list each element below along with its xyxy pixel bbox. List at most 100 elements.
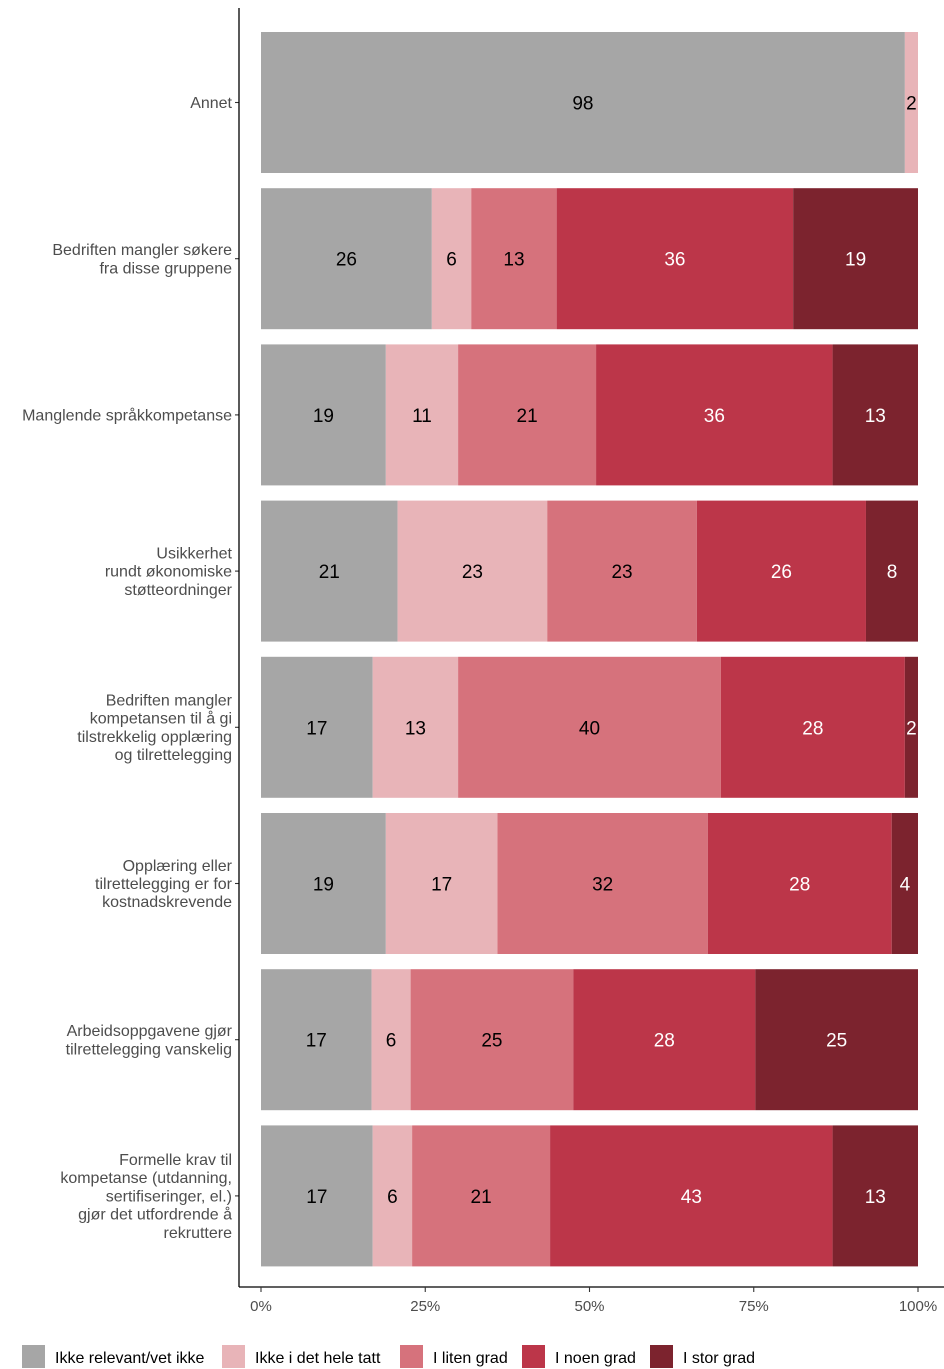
bar-segment bbox=[261, 500, 398, 642]
data-label: 2 bbox=[906, 718, 917, 739]
bar-segment bbox=[261, 813, 386, 954]
bar-segment bbox=[547, 500, 697, 642]
legend-item: I stor grad bbox=[650, 1345, 755, 1368]
bar-segment bbox=[720, 656, 905, 798]
data-label: 17 bbox=[306, 1031, 327, 1052]
category-label: Usikkerhet rundt økonomiske støtteordninge… bbox=[105, 545, 233, 598]
legend-item: Ikke relevant/vet ikke bbox=[22, 1345, 205, 1368]
bar-segment bbox=[261, 969, 372, 1111]
data-label: 17 bbox=[306, 718, 327, 739]
bar-segment bbox=[410, 969, 574, 1111]
data-label: 11 bbox=[412, 406, 432, 427]
data-label: 40 bbox=[579, 718, 600, 739]
data-label: 17 bbox=[306, 1187, 327, 1208]
bars-layer bbox=[261, 32, 918, 1267]
bar-segment bbox=[261, 188, 432, 330]
category-label: Annet bbox=[190, 95, 232, 112]
data-label: 13 bbox=[503, 250, 524, 271]
legend-key bbox=[222, 1345, 245, 1368]
data-label: 25 bbox=[826, 1031, 847, 1052]
data-label: 17 bbox=[431, 875, 452, 896]
bar-segment bbox=[458, 656, 721, 798]
legend-label: I noen grad bbox=[555, 1350, 636, 1367]
data-label: 4 bbox=[900, 875, 911, 896]
bar-segment bbox=[431, 188, 472, 330]
x-tick-label: 25% bbox=[410, 1298, 440, 1315]
legend-item: I noen grad bbox=[522, 1345, 636, 1368]
data-label: 23 bbox=[611, 562, 632, 583]
data-label: 19 bbox=[845, 250, 866, 271]
data-label: 13 bbox=[865, 1187, 886, 1208]
data-label: 26 bbox=[771, 562, 792, 583]
bar-segment bbox=[793, 188, 918, 330]
data-label: 36 bbox=[664, 250, 685, 271]
bar-segment bbox=[904, 32, 918, 173]
legend-label: Ikke i det hele tatt bbox=[255, 1350, 381, 1367]
bar-segment bbox=[707, 813, 892, 954]
category-label: Formelle krav til kompetanse (utdanning, s… bbox=[60, 1152, 232, 1242]
category-label: Bedriften mangler kompetansen til å gi til… bbox=[77, 693, 232, 765]
data-label: 21 bbox=[319, 562, 340, 583]
x-tick-label: 0% bbox=[250, 1298, 272, 1315]
data-label: 19 bbox=[313, 875, 334, 896]
bar-segment bbox=[261, 32, 905, 173]
data-label: 28 bbox=[802, 718, 823, 739]
data-label: 13 bbox=[405, 718, 426, 739]
bar-segment bbox=[865, 500, 918, 642]
bar-segment bbox=[261, 344, 386, 486]
legend-label: I stor grad bbox=[683, 1350, 755, 1367]
bar-segment bbox=[385, 344, 459, 486]
bar-segment bbox=[556, 188, 794, 330]
data-label: 19 bbox=[313, 406, 334, 427]
bar-segment bbox=[596, 344, 833, 486]
data-label: 32 bbox=[592, 875, 613, 896]
category-label: Opplæring eller tilrettelegging er for kos… bbox=[95, 858, 233, 911]
data-label: 36 bbox=[704, 406, 725, 427]
data-label: 6 bbox=[446, 250, 457, 271]
data-label: 28 bbox=[654, 1031, 675, 1052]
data-label: 21 bbox=[471, 1187, 492, 1208]
data-label: 98 bbox=[572, 94, 593, 115]
data-label: 43 bbox=[681, 1187, 702, 1208]
data-label: 6 bbox=[386, 1031, 397, 1052]
bar-segment bbox=[261, 1125, 373, 1267]
bar-segment bbox=[458, 344, 597, 486]
data-label: 25 bbox=[481, 1031, 502, 1052]
bar-segment bbox=[832, 1125, 918, 1267]
category-label: Arbeidsoppgavene gjør tilrettelegging van… bbox=[66, 1023, 233, 1058]
bar-segment bbox=[385, 813, 498, 954]
legend-key bbox=[400, 1345, 423, 1368]
legend-key bbox=[522, 1345, 545, 1368]
legend-key bbox=[650, 1345, 673, 1368]
bar-segment bbox=[696, 500, 866, 642]
legend-label: Ikke relevant/vet ikke bbox=[55, 1350, 205, 1367]
legend-key bbox=[22, 1345, 45, 1368]
category-labels-layer: Annet Bedriften mangler søkere fra disse g… bbox=[22, 95, 233, 1242]
data-label: 26 bbox=[336, 250, 357, 271]
bar-segment bbox=[471, 188, 557, 330]
x-tick-label: 75% bbox=[739, 1298, 769, 1315]
data-label: 23 bbox=[462, 562, 483, 583]
category-label: Manglende språkkompetanse bbox=[22, 406, 232, 424]
bar-segment bbox=[397, 500, 548, 642]
data-label: 13 bbox=[865, 406, 886, 427]
bar-segment bbox=[832, 344, 918, 486]
data-label: 2 bbox=[906, 94, 917, 115]
legend: Ikke relevant/vet ikke Ikke i det hele ta… bbox=[22, 1345, 755, 1368]
bar-segment bbox=[755, 969, 918, 1111]
legend-item: Ikke i det hele tatt bbox=[222, 1345, 381, 1368]
bar-segment bbox=[261, 656, 373, 798]
bar-segment bbox=[497, 813, 708, 954]
bar-segment bbox=[412, 1125, 551, 1267]
bar-segment bbox=[372, 1125, 413, 1267]
x-tick-label: 50% bbox=[574, 1298, 604, 1315]
legend-label: I liten grad bbox=[433, 1350, 508, 1367]
bar-segment bbox=[371, 969, 411, 1111]
data-label: 28 bbox=[789, 875, 810, 896]
data-label: 8 bbox=[887, 562, 898, 583]
legend-item: I liten grad bbox=[400, 1345, 508, 1368]
x-tick-label: 100% bbox=[899, 1298, 937, 1315]
bar-segment bbox=[372, 656, 459, 798]
